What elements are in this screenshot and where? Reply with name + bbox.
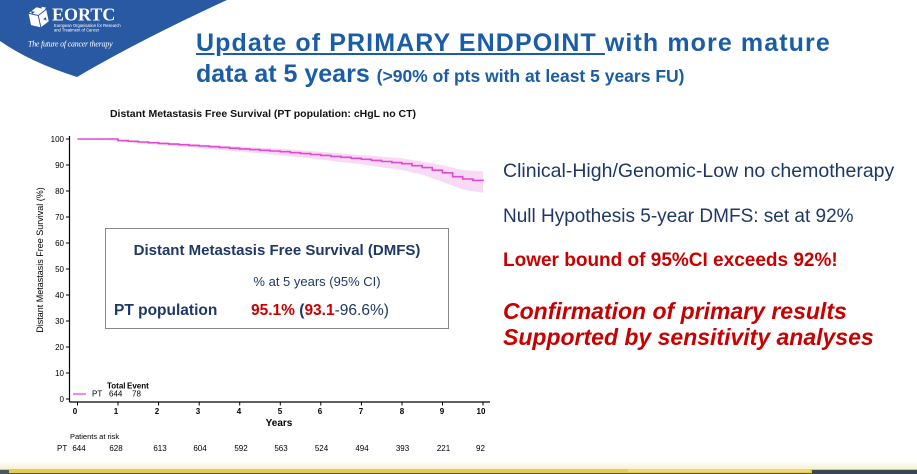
svg-text:92: 92 [476, 444, 485, 453]
svg-text:0: 0 [73, 407, 78, 416]
svg-text:EORTC: EORTC [52, 5, 115, 25]
svg-text:563: 563 [274, 444, 288, 453]
svg-text:628: 628 [109, 444, 123, 453]
svg-text:1: 1 [114, 407, 119, 416]
svg-text:80: 80 [55, 187, 64, 196]
svg-text:10: 10 [477, 407, 486, 416]
svg-text:60: 60 [55, 239, 64, 248]
svg-text:PT: PT [92, 390, 102, 399]
svg-text:604: 604 [193, 444, 207, 453]
svg-text:8: 8 [400, 407, 405, 416]
svg-text:6: 6 [318, 407, 323, 416]
svg-text:644: 644 [72, 444, 86, 453]
svg-text:3: 3 [196, 407, 201, 416]
svg-text:2: 2 [155, 407, 160, 416]
svg-text:494: 494 [355, 444, 369, 453]
svg-text:and Treatment of Cancer: and Treatment of Cancer [54, 27, 100, 32]
svg-text:European Organisation for Rese: European Organisation for Research [54, 23, 121, 28]
svg-text:Total: Total [107, 382, 126, 391]
svg-text:Patients at risk: Patients at risk [70, 432, 119, 441]
svg-text:5: 5 [278, 407, 283, 416]
svg-text:Years: Years [266, 418, 293, 429]
svg-text:9: 9 [440, 407, 445, 416]
svg-text:613: 613 [153, 444, 167, 453]
svg-text:7: 7 [359, 407, 364, 416]
svg-text:Distant Metastasis Free Surviv: Distant Metastasis Free Survival (PT pop… [110, 108, 416, 120]
svg-text:Event: Event [127, 382, 149, 391]
svg-text:10: 10 [55, 369, 64, 378]
svg-text:393: 393 [396, 444, 410, 453]
svg-text:0: 0 [60, 395, 65, 404]
svg-text:20: 20 [55, 343, 64, 352]
svg-text:40: 40 [55, 291, 64, 300]
svg-text:PT: PT [57, 444, 67, 453]
svg-text:50: 50 [55, 265, 64, 274]
svg-text:644: 644 [109, 390, 123, 399]
svg-text:Distant Metastasis Free Surviv: Distant Metastasis Free Survival (%) [35, 187, 45, 333]
svg-text:70: 70 [55, 213, 64, 222]
svg-text:524: 524 [315, 444, 329, 453]
svg-text:100: 100 [51, 135, 65, 144]
svg-text:592: 592 [234, 444, 248, 453]
svg-text:30: 30 [55, 317, 64, 326]
svg-text:221: 221 [437, 444, 451, 453]
svg-text:90: 90 [55, 161, 64, 170]
svg-text:4: 4 [237, 407, 242, 416]
svg-text:78: 78 [132, 390, 141, 399]
svg-text:The future of cancer therapy: The future of cancer therapy [28, 40, 113, 49]
